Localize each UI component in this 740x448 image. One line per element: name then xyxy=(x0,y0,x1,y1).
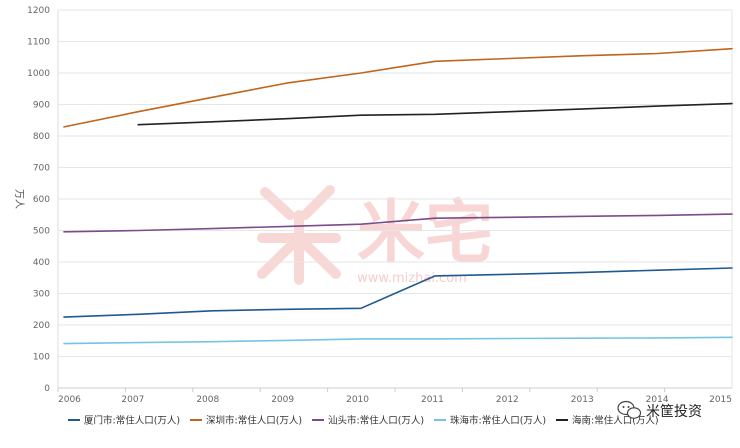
y-tick-label: 900 xyxy=(33,101,50,111)
y-tick-label: 1200 xyxy=(27,6,50,16)
x-tick-label: 2007 xyxy=(121,395,144,405)
gridlines xyxy=(58,9,732,389)
watermark-logo xyxy=(257,185,341,285)
wechat-icon xyxy=(617,400,642,419)
x-tick-label: 2009 xyxy=(271,395,294,405)
legend: 厦门市:常住人口(万人) 深圳市:常住人口(万人) 汕头市:常住人口(万人) 珠海市:… xyxy=(68,415,659,427)
watermark-url: www.mizhai.com xyxy=(357,271,467,286)
series-line xyxy=(63,267,733,318)
y-tick-label: 200 xyxy=(33,321,50,331)
brand: 米筐投资 xyxy=(617,400,702,420)
x-tick-label: 2012 xyxy=(496,395,519,405)
x-tick-label: 2010 xyxy=(346,395,369,405)
x-tick-label: 2013 xyxy=(571,395,594,405)
y-tick-label: 500 xyxy=(33,227,50,237)
legend-label: 深圳市:常住人口(万人) xyxy=(206,415,302,427)
y-tick-label: 400 xyxy=(33,258,50,268)
y-tick-label: 1000 xyxy=(27,69,50,79)
series-lines xyxy=(63,47,733,345)
x-tick-label: 2014 xyxy=(646,395,669,405)
legend-label: 汕头市:常住人口(万人) xyxy=(328,415,424,427)
legend-label: 厦门市:常住人口(万人) xyxy=(84,415,180,427)
y-tick-label: 800 xyxy=(33,132,50,142)
series-line xyxy=(137,102,733,126)
y-tick-label: 1100 xyxy=(27,38,50,48)
series-line xyxy=(63,336,733,345)
y-tick-label: 700 xyxy=(33,164,50,174)
watermark: 米宅 www.mizhai.com xyxy=(257,185,493,286)
watermark-text: 米宅 xyxy=(357,194,493,273)
y-tick-label: 100 xyxy=(33,353,50,363)
series-line xyxy=(63,47,733,128)
y-tick-label: 300 xyxy=(33,290,50,300)
brand-text: 米筐投资 xyxy=(646,403,702,420)
axes: 0 100 200 300 400 500 600 700 800 900 1000 1100 1200… xyxy=(13,6,733,405)
y-tick-label: 600 xyxy=(33,195,50,205)
x-tick-label: 2006 xyxy=(58,395,81,405)
legend-label: 珠海市:常住人口(万人) xyxy=(450,415,546,427)
series-line xyxy=(63,213,733,233)
x-tick-label: 2015 xyxy=(709,395,732,405)
x-tick-label: 2008 xyxy=(196,395,219,405)
y-tick-label: 0 xyxy=(44,384,50,394)
y-axis-title: 万人 xyxy=(13,189,25,209)
x-tick-label: 2011 xyxy=(421,395,444,405)
